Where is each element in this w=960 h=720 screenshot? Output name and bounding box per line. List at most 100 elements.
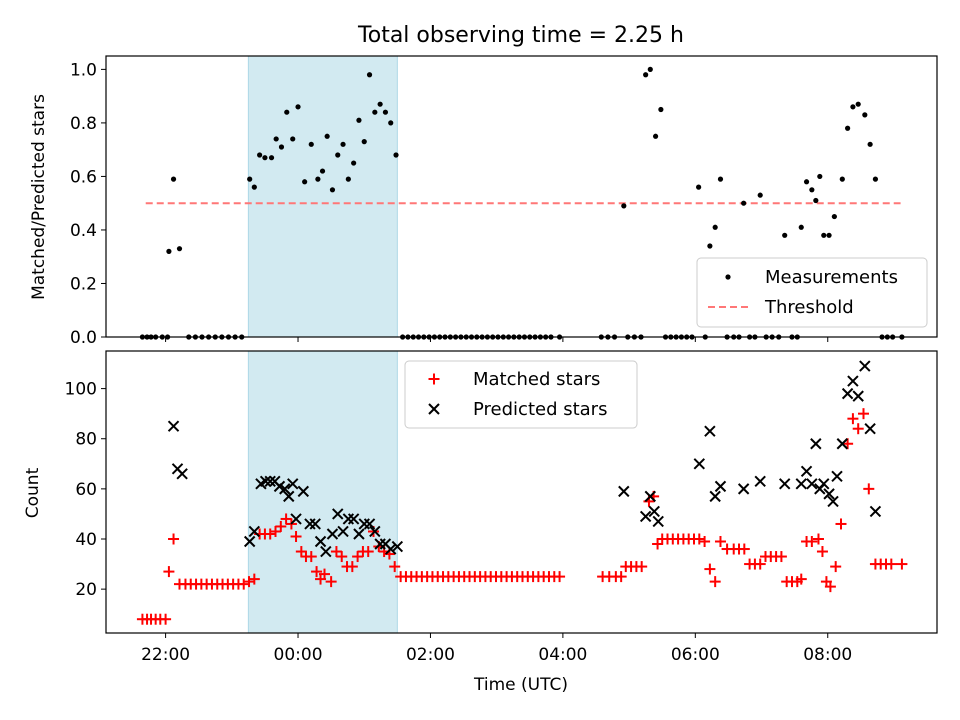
predicted-star-point <box>332 508 344 520</box>
bottom-x-axis: 22:00 00:00 02:00 04:00 06:00 08:00 <box>141 633 852 665</box>
matched-star-point <box>270 525 282 537</box>
measurement-point <box>813 197 819 204</box>
predicted-star-point <box>290 513 302 525</box>
cross-b <box>693 458 705 470</box>
predicted-star-point <box>309 518 321 530</box>
top-plot-frame <box>105 55 938 338</box>
cross-b <box>704 425 716 437</box>
cross-b <box>737 483 750 495</box>
cross-b <box>644 490 656 503</box>
predicted-star-point <box>618 485 630 498</box>
cross-b <box>287 478 299 490</box>
measurement-point <box>166 248 172 254</box>
cross-b <box>847 375 859 387</box>
legend-measurements-marker <box>725 274 731 280</box>
predicted-star-point <box>693 458 705 470</box>
predicted-star-point <box>827 495 839 508</box>
bottom-legend: Matched stars Predicted stars <box>404 360 638 429</box>
predicted-star-point <box>314 535 327 548</box>
y-tick-label: 80 <box>75 430 97 450</box>
matched-star-point <box>238 578 250 590</box>
measurement-point <box>712 224 718 230</box>
measurement-point <box>782 232 788 238</box>
matched-star-point <box>615 571 627 583</box>
measurement-point <box>284 109 290 115</box>
matched-star-point <box>554 571 566 583</box>
cross-b <box>859 360 871 372</box>
measurement-point <box>826 232 832 238</box>
y-tick-label: 0.4 <box>70 221 97 241</box>
measurement-point <box>176 246 183 252</box>
matched-star-point <box>863 483 875 495</box>
legend-matched-marker <box>428 373 440 385</box>
predicted-star-point <box>864 422 876 435</box>
cross-b <box>273 480 286 493</box>
cross-b <box>391 540 404 553</box>
measurement-point <box>319 168 326 174</box>
y-tick-label: 40 <box>75 530 97 550</box>
matched-star-point <box>824 581 836 593</box>
cross-b <box>852 390 864 402</box>
cross-b <box>309 518 321 530</box>
cross-b <box>754 475 766 488</box>
cross-b <box>778 478 791 490</box>
measurement-point <box>262 155 268 161</box>
top-legend: Measurements Threshold <box>696 257 928 328</box>
measurement-point <box>247 176 253 182</box>
matched-star-point <box>336 551 348 563</box>
predicted-star-point <box>644 490 656 503</box>
cross-b <box>806 478 818 490</box>
cross-b <box>818 478 830 490</box>
matched-star-point <box>325 576 337 588</box>
predicted-star-point <box>391 540 404 553</box>
cross-b <box>176 468 188 480</box>
shade-rect <box>247 55 398 338</box>
top-x-ticks <box>165 337 829 342</box>
y-tick-label: 0.6 <box>70 167 97 187</box>
cross-b <box>800 465 813 478</box>
legend-predicted-label: Predicted stars <box>473 399 607 420</box>
matched-star-point <box>812 533 824 545</box>
matched-star-point <box>275 520 287 532</box>
x-tick-label: 02:00 <box>406 645 455 665</box>
measurement-point <box>817 173 823 180</box>
measurement-point <box>356 117 362 123</box>
measurement-point <box>170 176 177 182</box>
predicted-star-point <box>369 525 381 538</box>
matched-star-point <box>806 536 818 548</box>
matched-star-point <box>346 561 358 573</box>
cross-b <box>648 505 660 518</box>
matched-star-point <box>775 551 787 563</box>
predicted-star-point <box>326 528 339 540</box>
measurement-point <box>845 125 851 131</box>
predicted-star-point <box>287 478 299 490</box>
matched-star-point <box>160 613 172 625</box>
matched-star-point <box>352 551 364 563</box>
measurement-point <box>652 133 659 139</box>
measurement-point <box>798 224 804 230</box>
measurement-point <box>850 104 856 110</box>
matched-star-point <box>714 536 726 548</box>
top-y-axis: 0.0 0.2 0.4 0.6 0.8 1.0 <box>70 60 106 348</box>
measurement-point <box>273 136 279 142</box>
cross-b <box>428 403 440 415</box>
cross-b <box>831 470 843 483</box>
matched-star-point <box>858 408 870 420</box>
matched-star-point <box>163 566 175 578</box>
cross-b <box>836 438 849 450</box>
predicted-star-point <box>714 480 727 493</box>
predicted-star-point <box>795 478 807 490</box>
measurement-point <box>324 133 330 139</box>
measurement-point <box>382 109 389 115</box>
predicted-star-point <box>859 360 871 372</box>
cross-b <box>841 387 854 400</box>
matched-star-point <box>816 546 828 558</box>
matched-star-point <box>847 413 859 425</box>
measurement-point <box>377 101 383 107</box>
shade-rect <box>247 350 398 634</box>
matched-star-point <box>830 561 842 573</box>
cross-b <box>167 420 180 432</box>
matched-star-point <box>835 518 847 530</box>
predicted-star-point <box>243 535 256 548</box>
cross-b <box>810 438 822 450</box>
